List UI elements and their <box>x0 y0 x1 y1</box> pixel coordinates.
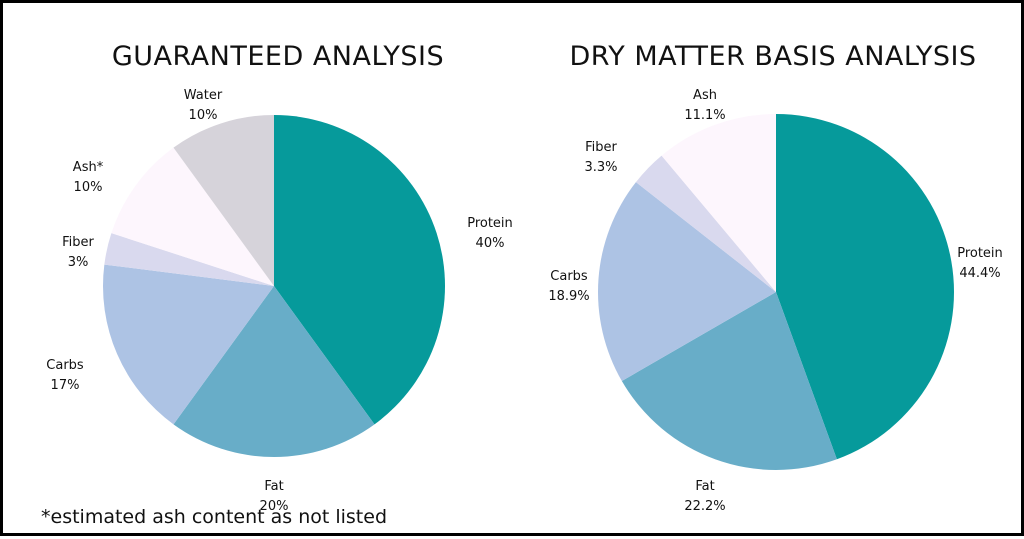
guaranteed-value-carbs: 17% <box>51 378 80 393</box>
dry-matter-slice-carbs <box>598 182 776 381</box>
guaranteed-label-ash: Ash* <box>73 160 104 175</box>
guaranteed-value-fat: 20% <box>260 499 289 514</box>
dry-matter-value-ash: 11.1% <box>684 108 725 123</box>
dry-matter-value-carbs: 18.9% <box>548 289 589 304</box>
guaranteed-value-ash: 10% <box>74 180 103 195</box>
dry-matter-slice-fiber <box>635 155 776 292</box>
guaranteed-value-fiber: 3% <box>68 255 89 270</box>
dry-matter-label-ash: Ash <box>693 88 717 103</box>
guaranteed-label-protein: Protein <box>467 216 513 231</box>
dry-matter-pie: Protein 44.4% Fat 22.2% Carbs 18.9% Fiber 3.3% A… <box>548 88 1002 514</box>
dry-matter-label-fiber: Fiber <box>585 140 617 155</box>
guaranteed-label-fiber: Fiber <box>62 235 94 250</box>
guaranteed-label-fat: Fat <box>264 479 283 494</box>
guaranteed-slice-carbs <box>103 264 275 425</box>
dry-matter-slice-protein <box>776 114 955 460</box>
guaranteed-pie: Protein 40% Fat 20% Carbs 17% Fiber 3% Ash* 10% Wa… <box>46 88 513 514</box>
ash-footnote: *estimated ash content as not listed <box>41 506 388 528</box>
guaranteed-analysis-title: GUARANTEED ANALYSIS <box>111 41 445 72</box>
dry-matter-slice-ash <box>661 114 776 292</box>
guaranteed-value-protein: 40% <box>476 236 505 251</box>
guaranteed-slice-water <box>173 115 274 286</box>
guaranteed-slice-fat <box>173 286 375 457</box>
dry-matter-analysis-title: DRY MATTER BASIS ANALYSIS <box>569 41 977 72</box>
guaranteed-slice-ash <box>111 147 274 286</box>
dry-matter-value-fiber: 3.3% <box>584 160 617 175</box>
dry-matter-value-protein: 44.4% <box>959 266 1000 281</box>
guaranteed-slice-protein <box>274 115 446 425</box>
guaranteed-value-water: 10% <box>189 108 218 123</box>
dry-matter-value-fat: 22.2% <box>684 499 725 514</box>
guaranteed-slice-fiber <box>104 233 274 286</box>
guaranteed-label-water: Water <box>184 88 223 103</box>
dry-matter-label-protein: Protein <box>957 246 1003 261</box>
dry-matter-label-fat: Fat <box>695 479 714 494</box>
dry-matter-slice-fat <box>621 292 837 470</box>
dry-matter-label-carbs: Carbs <box>550 269 588 284</box>
pie-charts-canvas: Protein 40% Fat 20% Carbs 17% Fiber 3% Ash* 10% Wa… <box>46 88 1003 514</box>
guaranteed-label-carbs: Carbs <box>46 358 84 373</box>
